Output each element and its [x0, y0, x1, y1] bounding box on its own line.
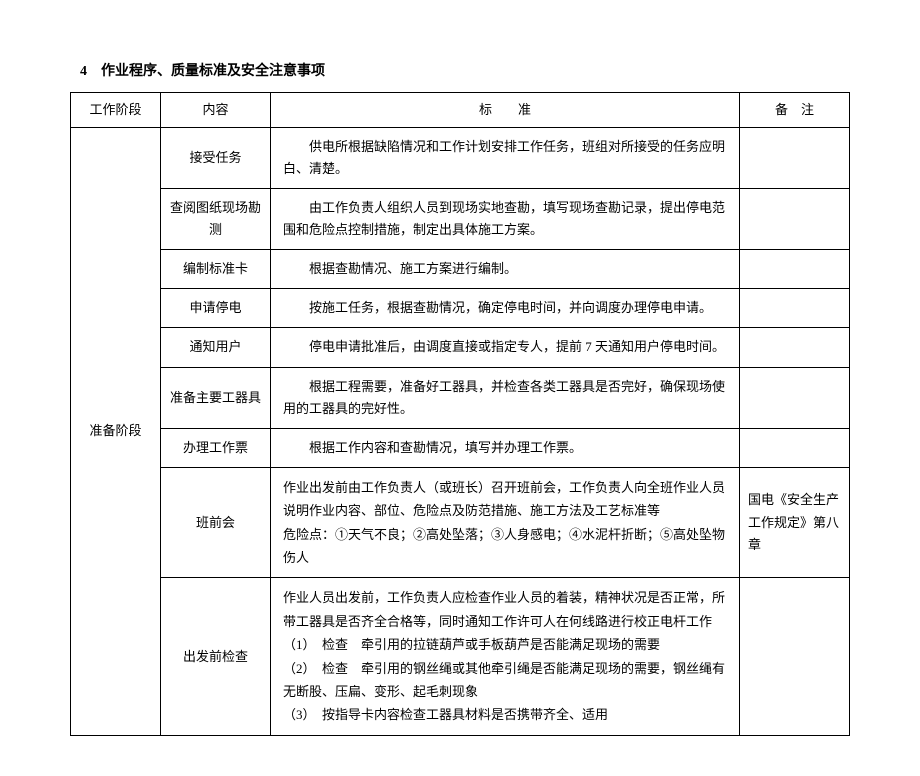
standard-cell: 根据工作内容和查勘情况，填写并办理工作票。 [271, 428, 740, 467]
standard-cell: 作业人员出发前，工作负责人应检查作业人员的着装，精神状况是否正常，所带工器具是否… [271, 578, 740, 735]
content-cell: 准备主要工器具 [161, 367, 271, 428]
table-row: 编制标准卡 根据查勘情况、施工方案进行编制。 [71, 250, 850, 289]
standard-line: 作业人员出发前，工作负责人应检查作业人员的着装，精神状况是否正常，所带工器具是否… [283, 586, 727, 633]
remark-cell: 国电《安全生产工作规定》第八章 [740, 467, 850, 578]
remark-cell [740, 189, 850, 250]
phase-cell: 准备阶段 [71, 127, 161, 735]
remark-cell [740, 328, 850, 367]
table-row: 申请停电 按施工任务，根据查勘情况，确定停电时间，并向调度办理停电申请。 [71, 289, 850, 328]
remark-cell [740, 289, 850, 328]
remark-cell [740, 127, 850, 188]
content-cell: 班前会 [161, 467, 271, 578]
content-cell: 编制标准卡 [161, 250, 271, 289]
standard-cell: 供电所根据缺陷情况和工作计划安排工作任务，班组对所接受的任务应明白、清楚。 [271, 127, 740, 188]
standard-cell: 由工作负责人组织人员到现场实地查勘，填写现场查勘记录，提出停电范围和危险点控制措… [271, 189, 740, 250]
section-title: 4 作业程序、质量标准及安全注意事项 [70, 60, 850, 84]
standard-line: （3） 按指导卡内容检查工器具材料是否携带齐全、适用 [283, 703, 727, 726]
table-row: 通知用户 停电申请批准后，由调度直接或指定专人，提前 7 天通知用户停电时间。 [71, 328, 850, 367]
remark-cell [740, 250, 850, 289]
standard-line: 危险点：①天气不良；②高处坠落；③人身感电；④水泥杆折断；⑤高处坠物伤人 [283, 523, 727, 570]
header-phase: 工作阶段 [71, 92, 161, 127]
table-row: 办理工作票 根据工作内容和查勘情况，填写并办理工作票。 [71, 428, 850, 467]
procedure-table: 工作阶段 内容 标 准 备 注 准备阶段 接受任务 供电所根据缺陷情况和工作计划… [70, 92, 850, 736]
content-cell: 查阅图纸现场勘测 [161, 189, 271, 250]
content-cell: 通知用户 [161, 328, 271, 367]
header-remark: 备 注 [740, 92, 850, 127]
table-row: 准备阶段 接受任务 供电所根据缺陷情况和工作计划安排工作任务，班组对所接受的任务… [71, 127, 850, 188]
table-row: 查阅图纸现场勘测 由工作负责人组织人员到现场实地查勘，填写现场查勘记录，提出停电… [71, 189, 850, 250]
header-standard: 标 准 [271, 92, 740, 127]
standard-line: （2） 检查 牵引用的钢丝绳或其他牵引绳是否能满足现场的需要，钢丝绳有无断股、压… [283, 657, 727, 704]
table-header-row: 工作阶段 内容 标 准 备 注 [71, 92, 850, 127]
remark-cell [740, 367, 850, 428]
standard-line: 作业出发前由工作负责人（或班长）召开班前会，工作负责人向全班作业人员说明作业内容… [283, 476, 727, 523]
content-cell: 出发前检查 [161, 578, 271, 735]
standard-cell: 根据工程需要，准备好工器具，并检查各类工器具是否完好，确保现场使用的工器具的完好… [271, 367, 740, 428]
table-row: 准备主要工器具 根据工程需要，准备好工器具，并检查各类工器具是否完好，确保现场使… [71, 367, 850, 428]
content-cell: 办理工作票 [161, 428, 271, 467]
remark-cell [740, 428, 850, 467]
header-content: 内容 [161, 92, 271, 127]
table-row: 出发前检查 作业人员出发前，工作负责人应检查作业人员的着装，精神状况是否正常，所… [71, 578, 850, 735]
table-row: 班前会 作业出发前由工作负责人（或班长）召开班前会，工作负责人向全班作业人员说明… [71, 467, 850, 578]
remark-cell [740, 578, 850, 735]
standard-cell: 按施工任务，根据查勘情况，确定停电时间，并向调度办理停电申请。 [271, 289, 740, 328]
content-cell: 申请停电 [161, 289, 271, 328]
content-cell: 接受任务 [161, 127, 271, 188]
standard-line: （1） 检查 牵引用的拉链葫芦或手板葫芦是否能满足现场的需要 [283, 633, 727, 656]
standard-cell: 停电申请批准后，由调度直接或指定专人，提前 7 天通知用户停电时间。 [271, 328, 740, 367]
standard-cell: 作业出发前由工作负责人（或班长）召开班前会，工作负责人向全班作业人员说明作业内容… [271, 467, 740, 578]
standard-cell: 根据查勘情况、施工方案进行编制。 [271, 250, 740, 289]
